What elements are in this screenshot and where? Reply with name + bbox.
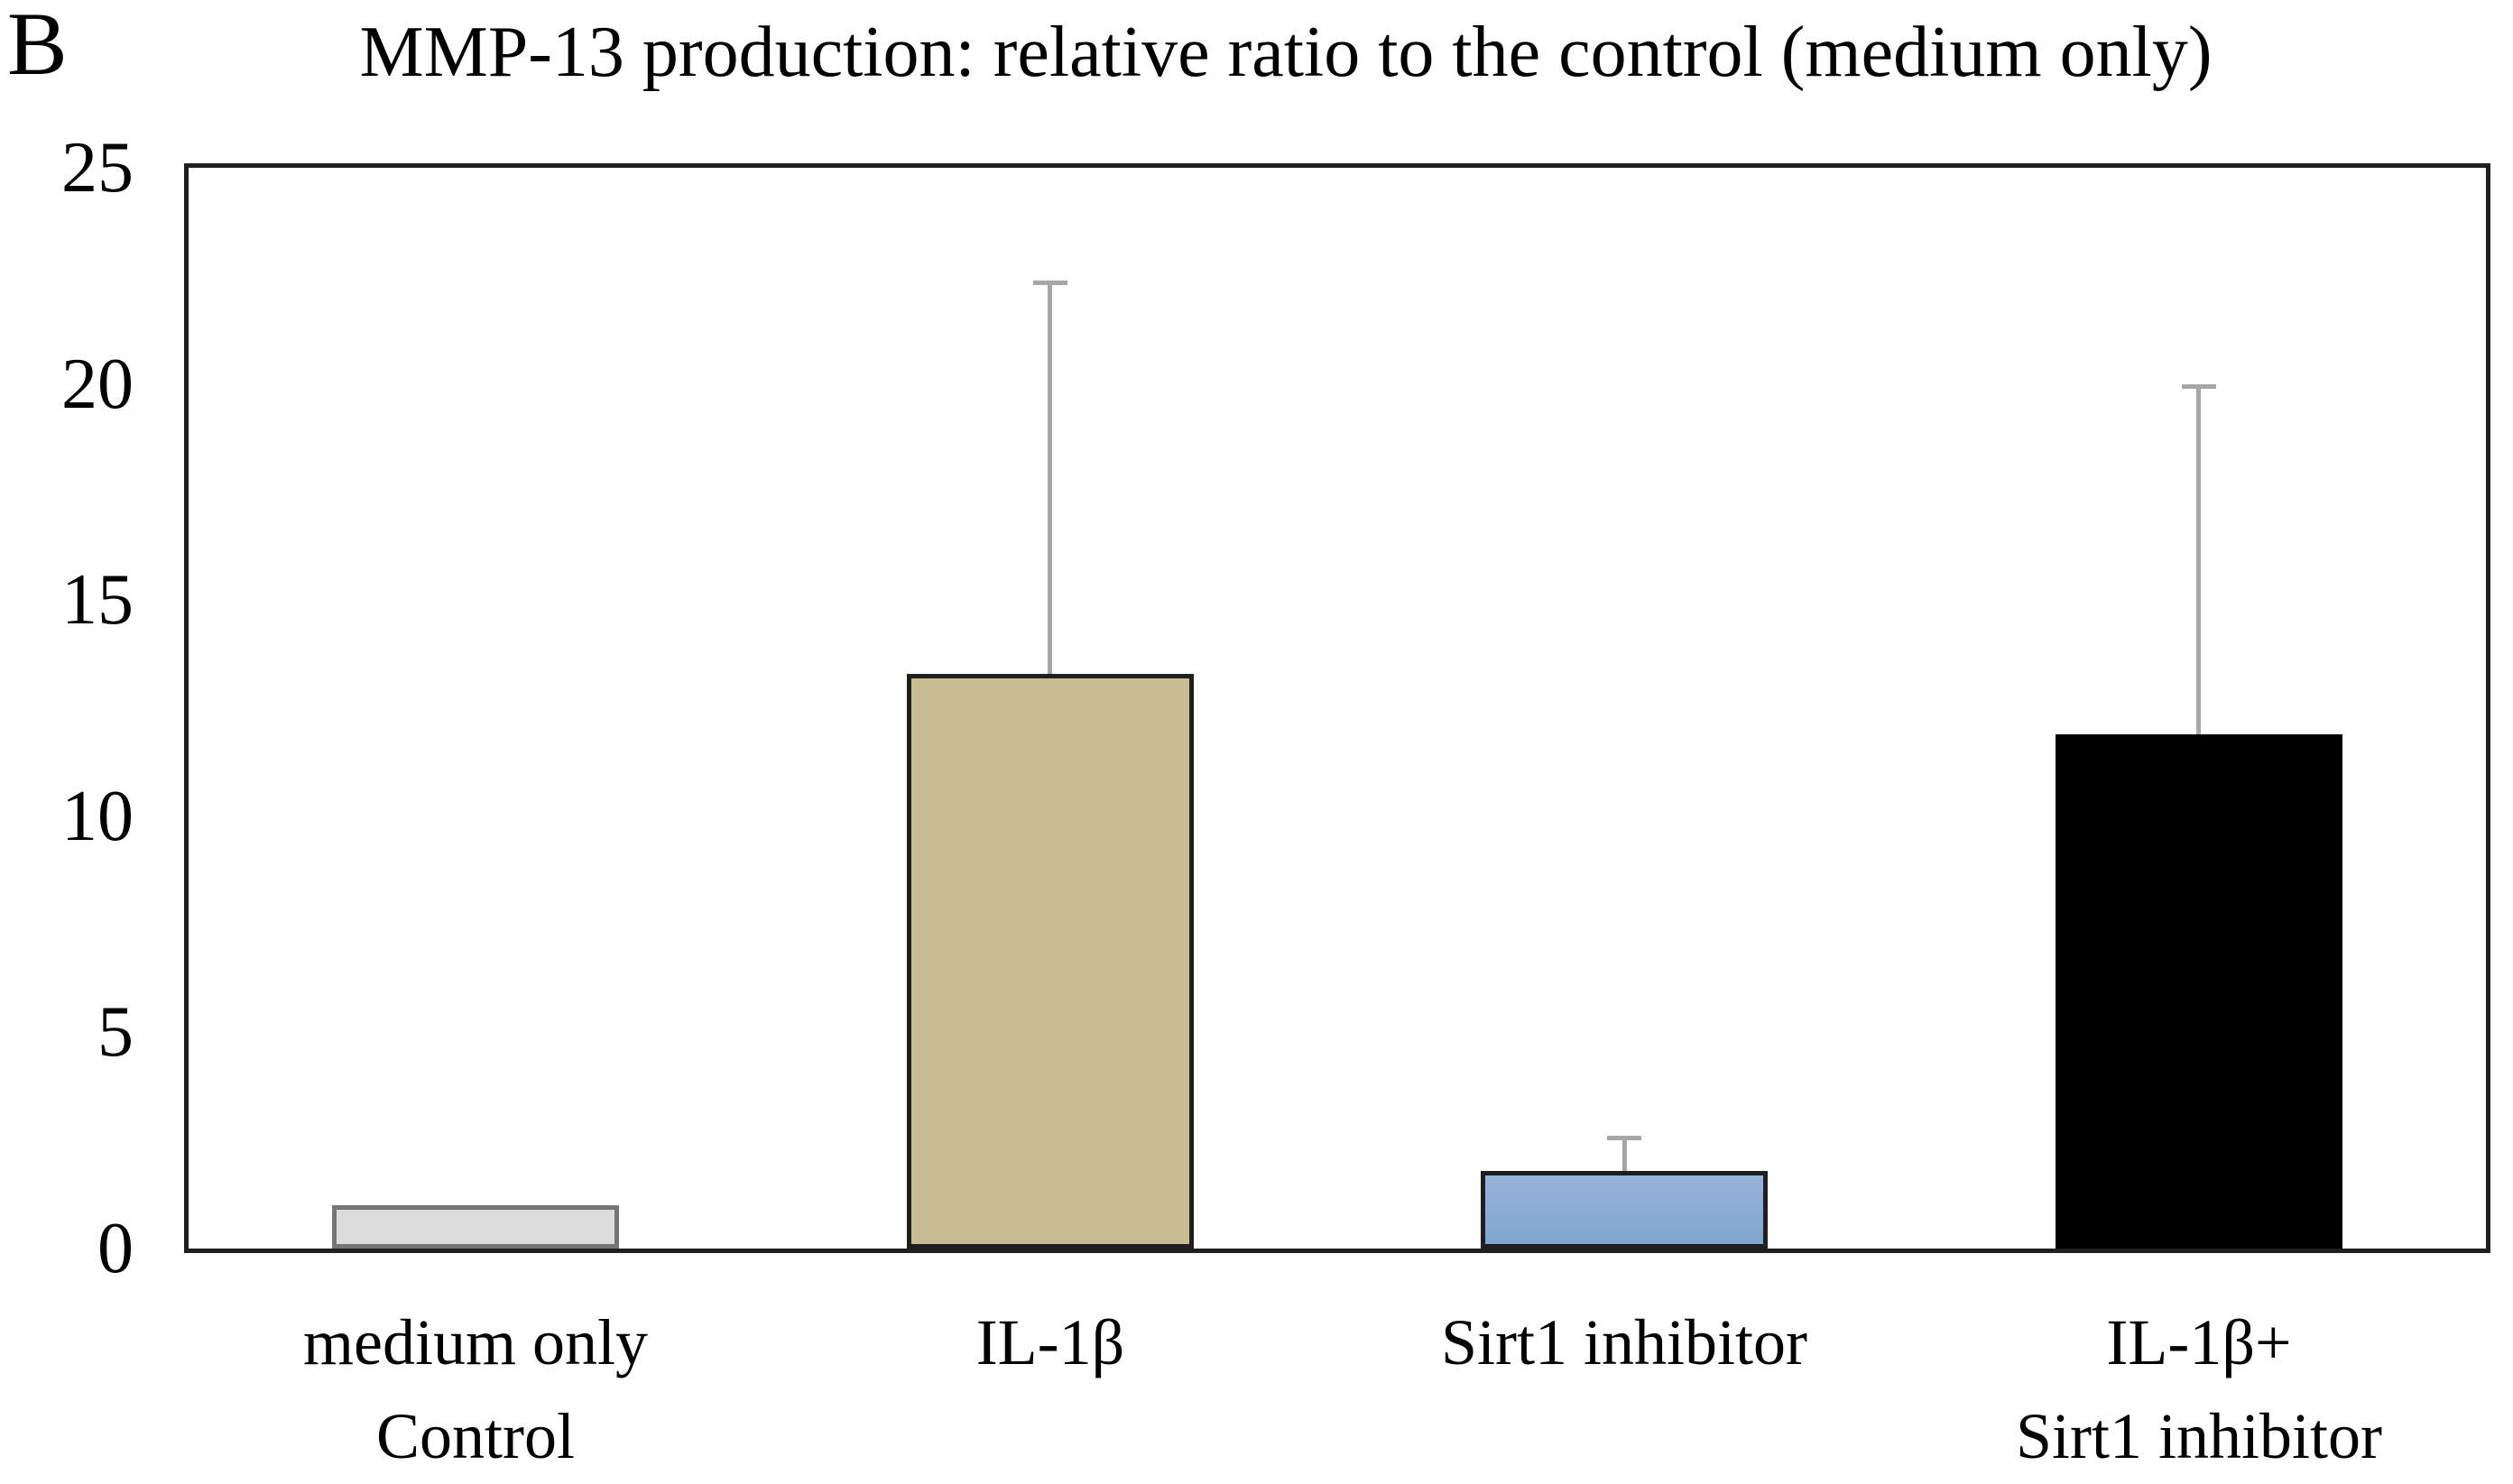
x-category-label: Sirt1 inhibitor bbox=[1440, 1306, 1808, 1378]
x-category-label: IL-1β bbox=[975, 1306, 1125, 1378]
error-bar-cap bbox=[1607, 1136, 1641, 1140]
y-tick-label: 0 bbox=[97, 1209, 134, 1288]
x-category-label: IL-1β+ Sirt1 inhibitor bbox=[2015, 1306, 2383, 1472]
chart-title: MMP-13 production: relative ratio to the… bbox=[359, 13, 2213, 92]
y-tick-label: 5 bbox=[97, 992, 134, 1072]
bar bbox=[1481, 1171, 1768, 1249]
bar bbox=[2056, 734, 2342, 1249]
y-tick-label: 10 bbox=[61, 777, 134, 856]
error-bar-line bbox=[1048, 281, 1052, 674]
y-tick-label: 15 bbox=[61, 560, 134, 640]
x-category-label: medium only Control bbox=[303, 1306, 648, 1472]
error-bar-cap bbox=[1033, 281, 1067, 285]
y-tick-label: 25 bbox=[61, 128, 134, 207]
bar bbox=[907, 674, 1194, 1249]
y-tick-label: 20 bbox=[61, 345, 134, 424]
error-bar-cap bbox=[2182, 384, 2216, 389]
plot-area bbox=[184, 163, 2490, 1253]
bar bbox=[332, 1205, 619, 1249]
error-bar-line bbox=[1622, 1136, 1627, 1171]
error-bar-line bbox=[2196, 384, 2201, 734]
panel-letter-label: B bbox=[7, 0, 68, 94]
